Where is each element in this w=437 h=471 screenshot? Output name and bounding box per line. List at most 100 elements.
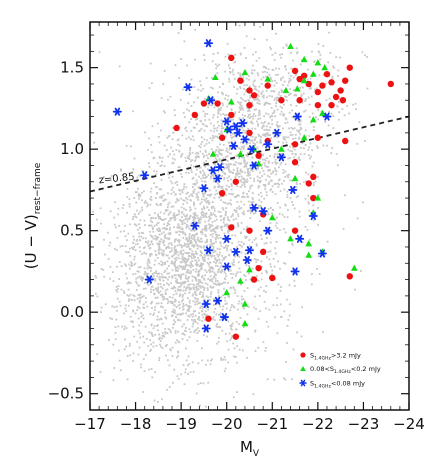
background-point bbox=[132, 309, 135, 312]
background-point bbox=[247, 337, 249, 340]
background-point bbox=[339, 56, 341, 59]
background-point bbox=[238, 106, 241, 109]
background-point bbox=[252, 198, 254, 200]
background-point bbox=[186, 364, 189, 367]
background-point bbox=[199, 265, 201, 268]
background-point bbox=[139, 293, 142, 296]
background-point bbox=[248, 190, 250, 193]
background-point bbox=[219, 149, 222, 152]
background-point bbox=[154, 334, 157, 336]
background-point bbox=[149, 269, 152, 272]
background-point bbox=[283, 310, 286, 313]
background-point bbox=[298, 156, 300, 159]
background-point bbox=[261, 266, 263, 268]
background-point bbox=[189, 242, 192, 245]
data-point-red-circle bbox=[319, 82, 326, 89]
background-point bbox=[251, 202, 254, 205]
background-point bbox=[332, 127, 335, 129]
legend-item-blue: S1.4GHz<0.08 mJy bbox=[299, 380, 365, 389]
background-point bbox=[330, 112, 333, 115]
background-point bbox=[192, 176, 195, 179]
background-point bbox=[322, 331, 324, 333]
background-point bbox=[265, 128, 268, 131]
background-point bbox=[215, 241, 217, 243]
background-point bbox=[151, 307, 153, 309]
background-point bbox=[193, 204, 195, 207]
background-point bbox=[195, 277, 197, 279]
background-point bbox=[254, 212, 257, 214]
data-point-red-circle bbox=[214, 100, 221, 107]
background-point bbox=[155, 236, 158, 238]
background-point bbox=[185, 277, 188, 280]
background-point bbox=[253, 180, 256, 183]
background-point bbox=[240, 200, 243, 203]
background-point bbox=[161, 276, 164, 279]
background-point bbox=[161, 227, 164, 230]
background-point bbox=[230, 203, 233, 206]
background-point bbox=[267, 325, 270, 328]
background-point bbox=[225, 155, 227, 158]
background-point bbox=[225, 275, 228, 278]
background-point bbox=[151, 334, 154, 336]
background-point bbox=[156, 257, 159, 259]
background-point bbox=[240, 101, 242, 104]
background-point bbox=[182, 111, 185, 114]
background-point bbox=[109, 265, 112, 268]
background-point bbox=[299, 133, 302, 136]
background-point bbox=[129, 145, 132, 148]
background-point bbox=[155, 173, 157, 176]
background-point bbox=[155, 238, 158, 241]
background-point bbox=[219, 143, 221, 146]
background-point bbox=[207, 257, 210, 260]
background-point bbox=[228, 230, 231, 232]
background-point bbox=[163, 212, 166, 215]
x-tick-label: −20 bbox=[211, 415, 243, 433]
background-point bbox=[227, 270, 230, 272]
background-point bbox=[254, 144, 257, 147]
background-point bbox=[258, 85, 261, 88]
background-point bbox=[152, 289, 155, 291]
background-point bbox=[138, 332, 141, 335]
background-point bbox=[293, 156, 296, 159]
background-point bbox=[148, 166, 151, 168]
background-point bbox=[277, 126, 280, 129]
background-point bbox=[201, 359, 204, 362]
background-point bbox=[149, 224, 151, 227]
data-point-blue-star bbox=[308, 211, 318, 221]
background-point bbox=[213, 179, 216, 182]
background-point bbox=[164, 292, 167, 294]
background-point bbox=[223, 177, 226, 179]
background-point bbox=[265, 307, 267, 310]
background-point bbox=[269, 46, 271, 49]
background-point bbox=[276, 121, 279, 123]
background-point bbox=[164, 263, 166, 265]
background-point bbox=[238, 255, 241, 258]
background-point bbox=[188, 286, 190, 289]
background-point bbox=[173, 319, 175, 322]
background-point bbox=[222, 242, 225, 245]
background-point bbox=[155, 344, 158, 347]
background-point bbox=[206, 289, 209, 291]
background-point bbox=[227, 282, 229, 284]
background-point bbox=[168, 247, 170, 249]
background-point bbox=[243, 203, 246, 206]
background-point bbox=[175, 231, 177, 234]
background-point bbox=[247, 200, 250, 203]
background-point bbox=[193, 126, 196, 129]
background-point bbox=[208, 265, 211, 268]
background-point bbox=[317, 223, 319, 226]
background-point bbox=[161, 295, 164, 298]
background-point bbox=[258, 199, 261, 202]
background-point bbox=[204, 233, 207, 236]
background-point bbox=[151, 376, 154, 379]
background-point bbox=[195, 168, 198, 171]
background-point bbox=[217, 255, 220, 258]
background-point bbox=[235, 217, 237, 220]
background-point bbox=[228, 266, 231, 269]
background-point bbox=[118, 278, 120, 280]
background-point bbox=[243, 84, 246, 87]
background-point bbox=[288, 251, 291, 254]
background-point bbox=[163, 271, 166, 274]
background-point bbox=[243, 88, 245, 90]
background-point bbox=[204, 177, 206, 180]
